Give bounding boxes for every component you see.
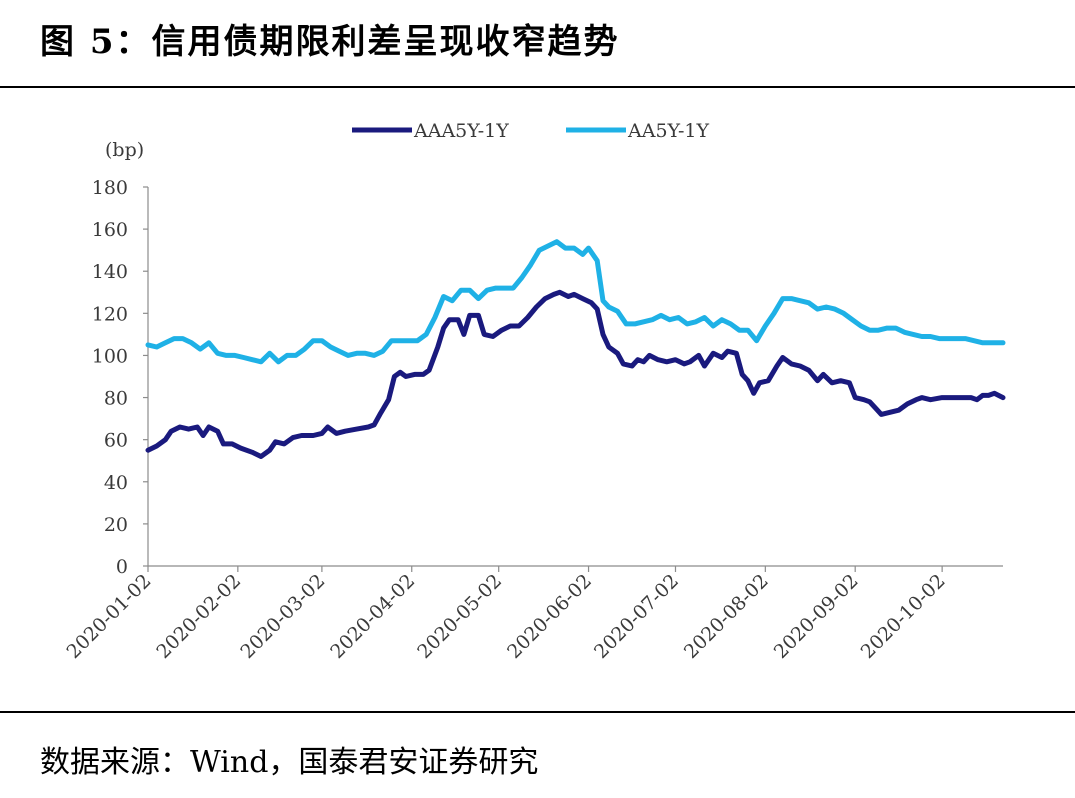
x-tick-label: 2020-09-02 [770,570,863,663]
y-tick-label: 0 [116,556,128,578]
x-tick-label: 2020-07-02 [590,570,683,663]
x-tick-label: 2020-04-02 [326,570,419,663]
x-axis: 2020-01-022020-02-022020-03-022020-04-02… [63,565,1003,663]
figure-title: 图 5：信用债期限利差呈现收窄趋势 [40,22,620,62]
line-chart: (bp) AAA5Y-1Y AA5Y-1Y 0 20 40 60 80 100 120 140 1… [63,120,1006,663]
x-tick-label: 2020-01-02 [63,570,156,663]
x-tick-label: 2020-06-02 [503,570,596,663]
x-tick-label: 2020-08-02 [680,570,773,663]
y-unit-label: (bp) [105,139,144,161]
y-tick-label: 100 [92,345,128,367]
y-tick-label: 40 [104,472,128,494]
top-rule [0,86,1075,88]
x-tick-label: 2020-02-02 [152,570,245,663]
legend: AAA5Y-1Y AA5Y-1Y [352,120,709,142]
x-tick-label: 2020-05-02 [413,570,506,663]
series-layer [145,239,1006,459]
source-note: 数据来源：Wind，国泰君安证券研究 [40,745,539,780]
y-axis: 0 20 40 60 80 100 120 140 160 180 [92,177,149,578]
y-tick-label: 60 [104,430,128,452]
y-tick-label: 140 [92,261,128,283]
y-tick-label: 160 [92,219,128,241]
y-tick-label: 180 [92,177,128,199]
bottom-rule [0,711,1075,713]
y-tick-label: 120 [92,303,128,325]
x-tick-label: 2020-03-02 [236,570,329,663]
series-line-1 [145,289,1006,459]
series-line-2 [145,239,1006,365]
x-tick-label: 2020-10-02 [857,570,950,663]
legend-label-1: AAA5Y-1Y [413,120,509,142]
y-tick-label: 80 [104,388,128,410]
legend-label-2: AA5Y-1Y [627,120,709,142]
y-tick-label: 20 [104,514,128,536]
